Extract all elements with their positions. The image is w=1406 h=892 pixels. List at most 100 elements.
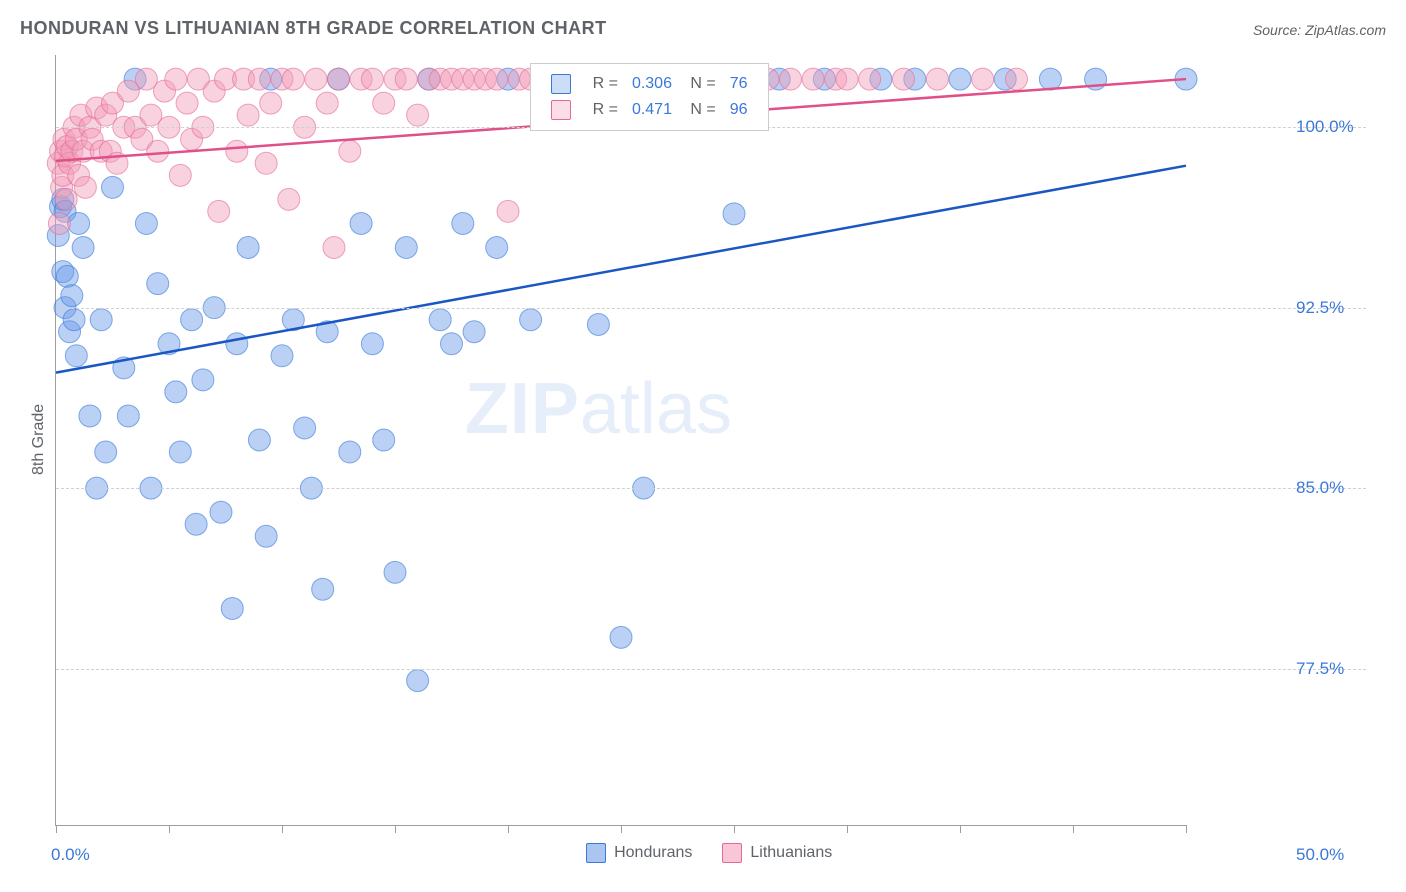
x-tick (1073, 825, 1074, 833)
data-point-lithuanians (226, 140, 248, 162)
data-point-lithuanians (802, 68, 824, 90)
y-tick-label: 100.0% (1296, 117, 1354, 137)
data-point-hondurans (312, 578, 334, 600)
stats-row-lithuanians: R =0.471 N =96 (545, 98, 754, 122)
data-point-lithuanians (836, 68, 858, 90)
grid-line (56, 308, 1366, 309)
y-tick-label: 77.5% (1296, 659, 1344, 679)
x-tick (56, 825, 57, 833)
data-point-lithuanians (780, 68, 802, 90)
data-point-lithuanians (260, 92, 282, 114)
y-tick-label: 92.5% (1296, 298, 1344, 318)
x-tick (282, 825, 283, 833)
data-point-lithuanians (255, 152, 277, 174)
x-tick (734, 825, 735, 833)
data-point-lithuanians (373, 92, 395, 114)
data-point-hondurans (95, 441, 117, 463)
legend-item-hondurans: Hondurans (586, 843, 692, 863)
trend-line-hondurans (56, 166, 1186, 373)
data-point-hondurans (221, 597, 243, 619)
data-point-hondurans (271, 345, 293, 367)
x-tick (508, 825, 509, 833)
data-point-hondurans (117, 405, 139, 427)
data-point-lithuanians (497, 200, 519, 222)
data-point-hondurans (407, 670, 429, 692)
data-point-lithuanians (169, 164, 191, 186)
data-point-hondurans (248, 429, 270, 451)
data-point-lithuanians (972, 68, 994, 90)
data-point-hondurans (384, 561, 406, 583)
source-link[interactable]: ZipAtlas.com (1305, 22, 1386, 38)
data-point-hondurans (294, 417, 316, 439)
data-point-lithuanians (55, 188, 77, 210)
data-point-hondurans (63, 309, 85, 331)
data-point-hondurans (463, 321, 485, 343)
grid-line (56, 669, 1366, 670)
data-point-hondurans (237, 237, 259, 259)
x-start-label: 0.0% (51, 845, 90, 865)
legend-item-lithuanians: Lithuanians (722, 843, 832, 863)
data-point-hondurans (949, 68, 971, 90)
data-point-hondurans (255, 525, 277, 547)
data-point-hondurans (452, 212, 474, 234)
chart-container: HONDURAN VS LITHUANIAN 8TH GRADE CORRELA… (0, 0, 1406, 892)
grid-line (56, 488, 1366, 489)
data-point-hondurans (68, 212, 90, 234)
data-point-lithuanians (237, 104, 259, 126)
data-point-hondurans (102, 176, 124, 198)
data-point-hondurans (169, 441, 191, 463)
data-point-lithuanians (48, 212, 70, 234)
source-credit: Source: ZipAtlas.com (1253, 22, 1386, 38)
data-point-hondurans (1039, 68, 1061, 90)
data-point-lithuanians (305, 68, 327, 90)
data-point-hondurans (587, 314, 609, 336)
series-legend: Hondurans Lithuanians (586, 843, 832, 863)
x-tick (847, 825, 848, 833)
x-tick (1186, 825, 1187, 833)
data-point-hondurans (79, 405, 101, 427)
data-point-lithuanians (893, 68, 915, 90)
data-point-lithuanians (147, 140, 169, 162)
x-tick (621, 825, 622, 833)
swatch-icon (586, 843, 606, 863)
data-point-hondurans (429, 309, 451, 331)
data-point-hondurans (65, 345, 87, 367)
data-point-hondurans (339, 441, 361, 463)
data-point-hondurans (181, 309, 203, 331)
x-tick (395, 825, 396, 833)
y-tick-label: 85.0% (1296, 478, 1344, 498)
data-point-hondurans (520, 309, 542, 331)
data-point-lithuanians (323, 237, 345, 259)
data-point-lithuanians (278, 188, 300, 210)
data-point-hondurans (361, 333, 383, 355)
data-point-hondurans (56, 265, 78, 287)
data-point-hondurans (441, 333, 463, 355)
x-end-label: 50.0% (1296, 845, 1344, 865)
data-point-hondurans (226, 333, 248, 355)
swatch-hondurans (551, 74, 571, 94)
data-point-lithuanians (316, 92, 338, 114)
data-point-hondurans (723, 203, 745, 225)
data-point-lithuanians (361, 68, 383, 90)
data-point-lithuanians (926, 68, 948, 90)
data-point-lithuanians (248, 68, 270, 90)
data-point-lithuanians (282, 68, 304, 90)
data-point-lithuanians (395, 68, 417, 90)
x-tick (169, 825, 170, 833)
data-point-hondurans (610, 626, 632, 648)
data-point-hondurans (72, 237, 94, 259)
data-point-hondurans (135, 212, 157, 234)
data-point-lithuanians (486, 68, 508, 90)
data-point-hondurans (395, 237, 417, 259)
data-point-lithuanians (407, 104, 429, 126)
stats-legend-box: R =0.306 N =76R =0.471 N =96 (530, 63, 769, 131)
swatch-lithuanians (551, 100, 571, 120)
data-point-lithuanians (1006, 68, 1028, 90)
data-point-hondurans (165, 381, 187, 403)
stats-row-hondurans: R =0.306 N =76 (545, 72, 754, 96)
data-point-hondurans (90, 309, 112, 331)
data-point-lithuanians (859, 68, 881, 90)
data-point-hondurans (373, 429, 395, 451)
plot-area: ZIPatlas 77.5%85.0%92.5%100.0%0.0%50.0% (55, 55, 1186, 826)
data-point-lithuanians (339, 140, 361, 162)
